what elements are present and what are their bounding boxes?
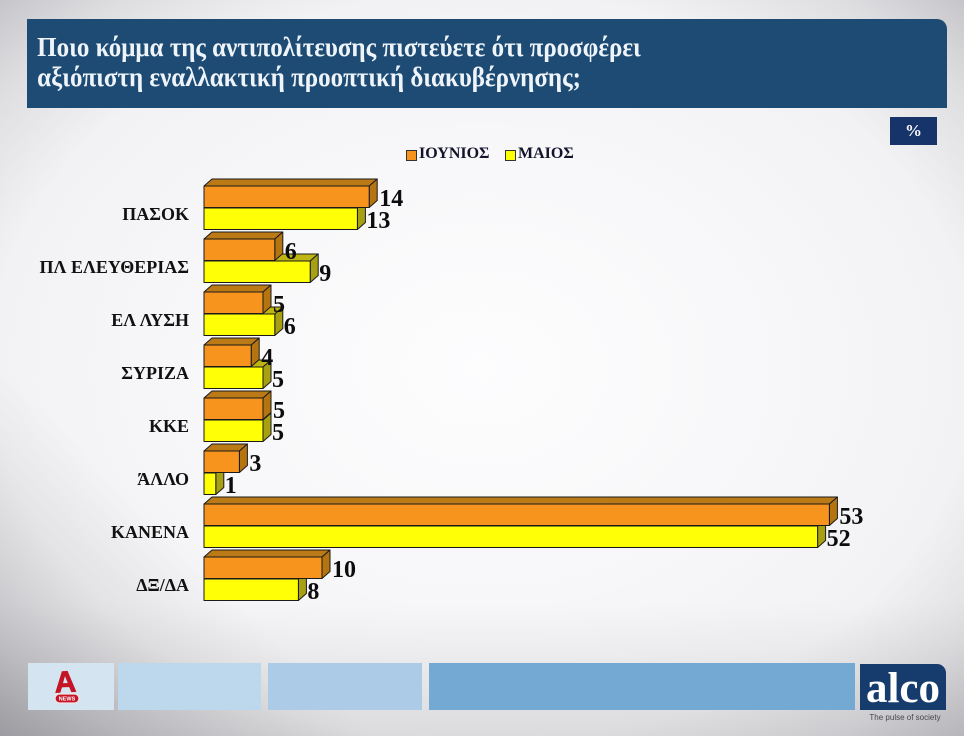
svg-text:ΔΞ/ΔΑ: ΔΞ/ΔΑ bbox=[136, 575, 189, 595]
svg-text:ΆΛΛΟ: ΆΛΛΟ bbox=[137, 469, 189, 489]
svg-text:10: 10 bbox=[332, 557, 356, 583]
svg-text:9: 9 bbox=[319, 261, 331, 287]
svg-text:5: 5 bbox=[272, 367, 284, 393]
svg-text:52: 52 bbox=[827, 526, 851, 552]
svg-text:5: 5 bbox=[273, 292, 285, 318]
svg-text:5: 5 bbox=[273, 398, 285, 424]
svg-text:NEWS: NEWS bbox=[59, 697, 76, 703]
svg-text:ΠΛ ΕΛΕΥΘΕΡΙΑΣ: ΠΛ ΕΛΕΥΘΕΡΙΑΣ bbox=[40, 257, 189, 277]
svg-text:ΠΑΣΟΚ: ΠΑΣΟΚ bbox=[122, 204, 189, 224]
svg-text:6: 6 bbox=[284, 314, 296, 340]
svg-text:5: 5 bbox=[272, 420, 284, 446]
svg-text:13: 13 bbox=[366, 208, 390, 234]
svg-text:3: 3 bbox=[249, 451, 261, 477]
svg-text:1: 1 bbox=[225, 473, 237, 499]
svg-text:ΣΥΡΙΖΑ: ΣΥΡΙΖΑ bbox=[121, 363, 189, 383]
svg-text:6: 6 bbox=[285, 239, 297, 265]
svg-text:4: 4 bbox=[261, 345, 273, 371]
svg-text:ΚΑΝΕΝΑ: ΚΑΝΕΝΑ bbox=[111, 522, 189, 542]
svg-text:14: 14 bbox=[379, 186, 403, 212]
svg-text:ΕΛ ΛΥΣΗ: ΕΛ ΛΥΣΗ bbox=[111, 310, 189, 330]
svg-text:ΚΚΕ: ΚΚΕ bbox=[149, 416, 189, 436]
svg-text:53: 53 bbox=[839, 504, 863, 530]
svg-text:8: 8 bbox=[307, 579, 319, 605]
